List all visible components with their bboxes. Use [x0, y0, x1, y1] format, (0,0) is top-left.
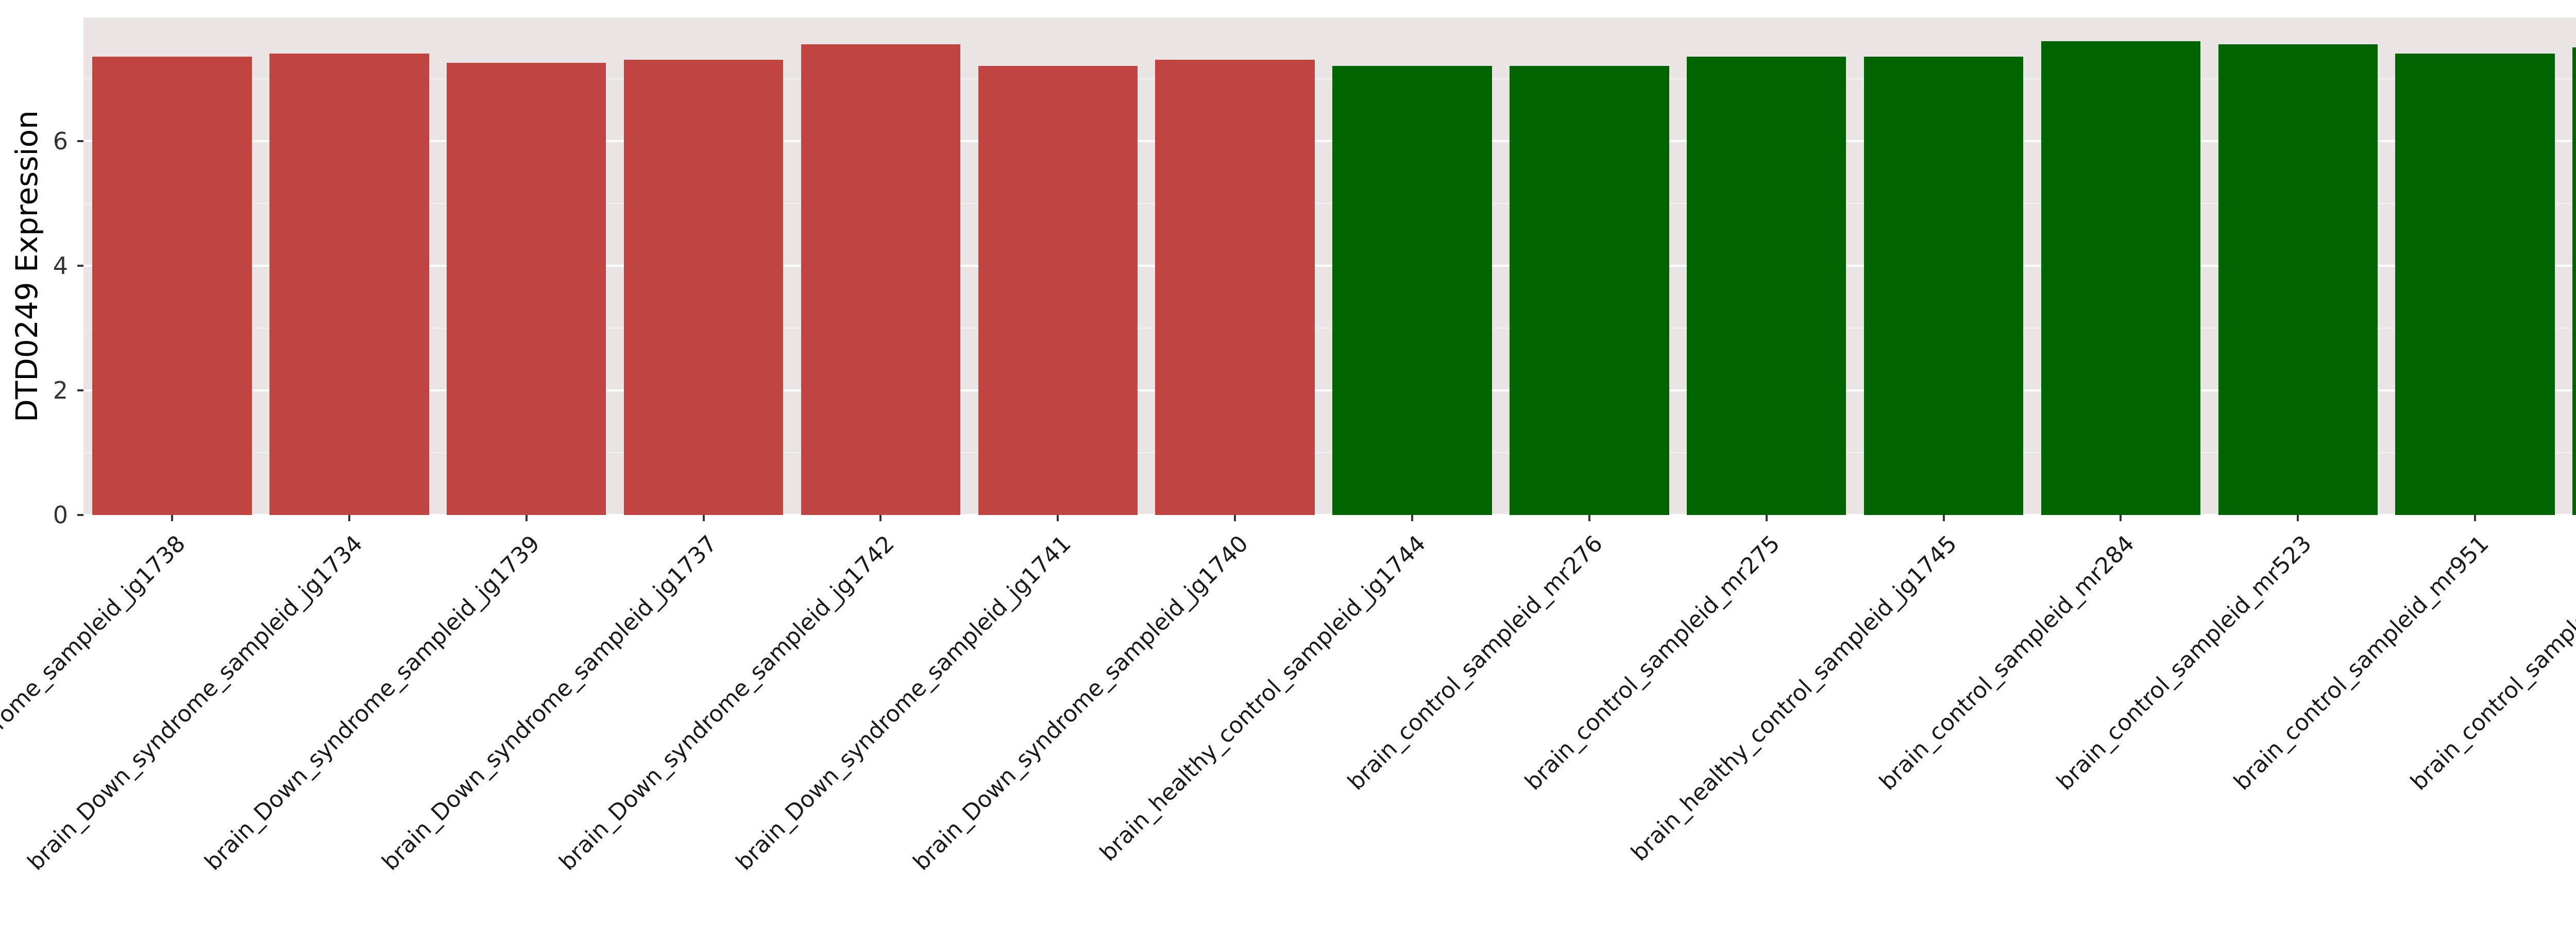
plot-panel: [83, 18, 2576, 516]
y-tick-label: 0: [53, 501, 68, 529]
x-tick-mark: [702, 515, 705, 521]
gridline-minor: [83, 78, 2576, 79]
bar: [269, 54, 429, 515]
x-tick-mark: [1411, 515, 1413, 521]
bar: [2041, 41, 2201, 515]
gridline-minor: [83, 327, 2576, 329]
bar: [1686, 57, 1846, 515]
bar: [92, 57, 252, 515]
bar: [1863, 57, 2024, 515]
x-tick-mark: [1765, 515, 1768, 521]
y-tick-label: 6: [53, 127, 68, 155]
bar: [1332, 66, 1492, 515]
x-tick-label: brain_healthy_control_sampleid_jg1745: [1626, 530, 1962, 867]
x-tick-label: brain_control_sampleid_mr283: [2405, 530, 2576, 796]
bar: [801, 44, 961, 515]
gridline-minor: [83, 452, 2576, 453]
x-tick-mark: [2474, 515, 2477, 521]
bar: [1510, 66, 1669, 515]
x-tick-label: brain_healthy_control_sampleid_jg1744: [1094, 530, 1431, 867]
x-tick-label: brain_Down_syndrome_sampleid_jg1740: [908, 530, 1254, 876]
bar: [2395, 54, 2555, 515]
bar: [2572, 47, 2576, 515]
x-tick-mark: [879, 515, 882, 521]
x-tick-label: brain_Down_syndrome_sampleid_jg1741: [731, 530, 1077, 876]
x-tick-mark: [1234, 515, 1236, 521]
gridline-major: [83, 389, 2576, 391]
bar: [2218, 44, 2378, 515]
gridline-major: [83, 264, 2576, 267]
x-tick-label: brain_Down_syndrome_sampleid_jg1737: [377, 530, 722, 876]
bar: [446, 63, 606, 515]
x-tick-mark: [2120, 515, 2122, 521]
x-tick-mark: [1057, 515, 1059, 521]
x-tick-mark: [171, 515, 173, 521]
bar: [978, 66, 1138, 515]
x-tick-mark: [1588, 515, 1590, 521]
bar: [623, 60, 784, 515]
x-tick-mark: [348, 515, 350, 521]
y-tick-mark: [77, 264, 83, 267]
x-tick-label: brain_Down_syndrome_sampleid_jg1734: [22, 530, 368, 876]
y-tick-mark: [77, 140, 83, 142]
y-tick-label: 4: [53, 251, 68, 280]
bar: [1155, 60, 1315, 515]
y-tick-mark: [77, 514, 83, 516]
x-tick-label: brain_Down_syndrome_sampleid_jg1742: [554, 530, 900, 876]
x-tick-mark: [1942, 515, 1945, 521]
x-tick-label: brain_Down_syndrome_sampleid_jg1738: [0, 530, 191, 876]
x-tick-label: brain_Down_syndrome_sampleid_jg1739: [199, 530, 545, 876]
gridline-major: [83, 514, 2576, 516]
x-tick-mark: [525, 515, 528, 521]
gridline-minor: [83, 202, 2576, 204]
y-tick-mark: [77, 389, 83, 391]
x-tick-mark: [2297, 515, 2299, 521]
y-tick-label: 2: [53, 376, 68, 404]
gridline-major: [83, 140, 2576, 142]
